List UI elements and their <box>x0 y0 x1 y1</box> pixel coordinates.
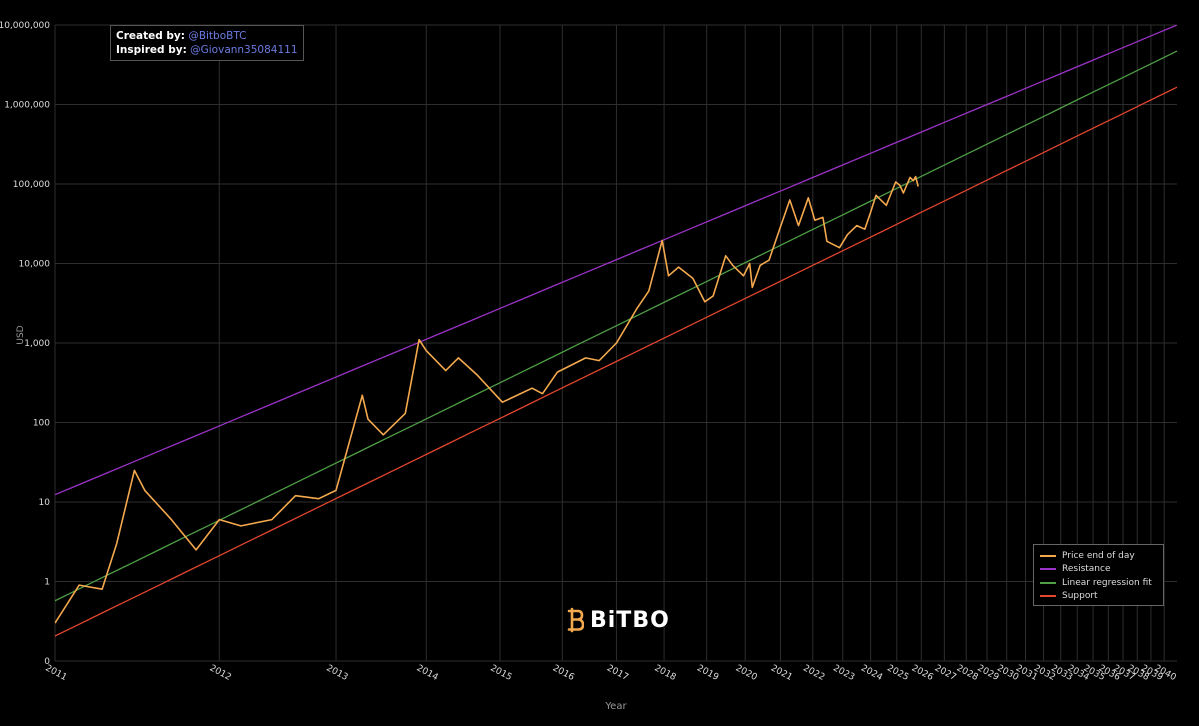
y-tick-label: 100,000 <box>13 180 50 190</box>
created-by-label: Created by: <box>116 30 185 42</box>
x-tick-label: 2022 <box>801 663 826 683</box>
x-tick-label: 2018 <box>653 663 678 683</box>
y-tick-label: 1,000,000 <box>4 101 50 111</box>
x-tick-label: 2023 <box>831 663 856 683</box>
support-line <box>55 86 1178 637</box>
legend-label-regression: Linear regression fit <box>1062 577 1152 588</box>
x-tick-label: 2012 <box>208 663 233 683</box>
x-tick-label: 2026 <box>910 663 935 683</box>
chart-legend: Price end of day Resistance Linear regre… <box>1033 544 1164 606</box>
x-tick-label: 2025 <box>885 663 910 683</box>
y-tick-label: 10,000,000 <box>0 21 50 31</box>
inspired-by-label: Inspired by: <box>116 44 187 56</box>
legend-label-support: Support <box>1062 591 1098 602</box>
legend-swatch-support <box>1040 595 1056 598</box>
x-tick-label: 2015 <box>488 663 513 683</box>
legend-item-support[interactable]: Support <box>1040 590 1157 604</box>
x-tick-label: 2019 <box>695 663 720 683</box>
legend-swatch-regression <box>1040 581 1056 584</box>
legend-label-resistance: Resistance <box>1062 564 1111 575</box>
legend-label-price: Price end of day <box>1062 550 1135 561</box>
price-line <box>55 175 919 624</box>
x-tick-label: 2017 <box>605 663 630 683</box>
regression-line <box>55 50 1178 602</box>
x-tick-label: 2028 <box>955 663 980 683</box>
legend-swatch-price <box>1040 554 1056 557</box>
legend-swatch-resistance <box>1040 568 1056 571</box>
y-tick-label: 1 <box>44 578 50 588</box>
x-tick-label: 2029 <box>975 663 1000 683</box>
y-tick-label: 10 <box>39 498 51 508</box>
created-by-handle[interactable]: @BitboBTC <box>188 30 247 42</box>
x-tick-label: 2020 <box>734 663 759 683</box>
x-tick-label: 2011 <box>43 663 68 683</box>
legend-item-resistance[interactable]: Resistance <box>1040 563 1157 577</box>
x-axis-title: Year <box>604 701 627 712</box>
x-tick-label: 2027 <box>933 663 958 683</box>
y-tick-label: 10,000 <box>19 260 51 270</box>
legend-item-price[interactable]: Price end of day <box>1040 549 1157 563</box>
x-tick-label: 2016 <box>551 663 576 683</box>
legend-item-regression[interactable]: Linear regression fit <box>1040 576 1157 590</box>
bitbo-watermark: BiTBO <box>566 607 670 633</box>
x-tick-label: 2024 <box>859 663 884 683</box>
bitbo-logo-icon <box>567 607 584 633</box>
credits-box: Created by: @BitboBTC Inspired by: @Giov… <box>110 25 304 61</box>
bitbo-logo-text: BiTBO <box>590 607 670 633</box>
y-axis-title: USD <box>16 325 26 344</box>
x-tick-label: 2021 <box>769 663 794 683</box>
x-tick-label: 2013 <box>324 663 349 683</box>
y-tick-label: 100 <box>33 419 50 429</box>
x-tick-label: 2014 <box>415 663 440 683</box>
y-tick-label: 0 <box>44 657 50 667</box>
inspired-by-handle[interactable]: @Giovann35084111 <box>190 44 298 56</box>
y-tick-label: 1,000 <box>24 339 50 349</box>
resistance-line <box>55 25 1178 496</box>
